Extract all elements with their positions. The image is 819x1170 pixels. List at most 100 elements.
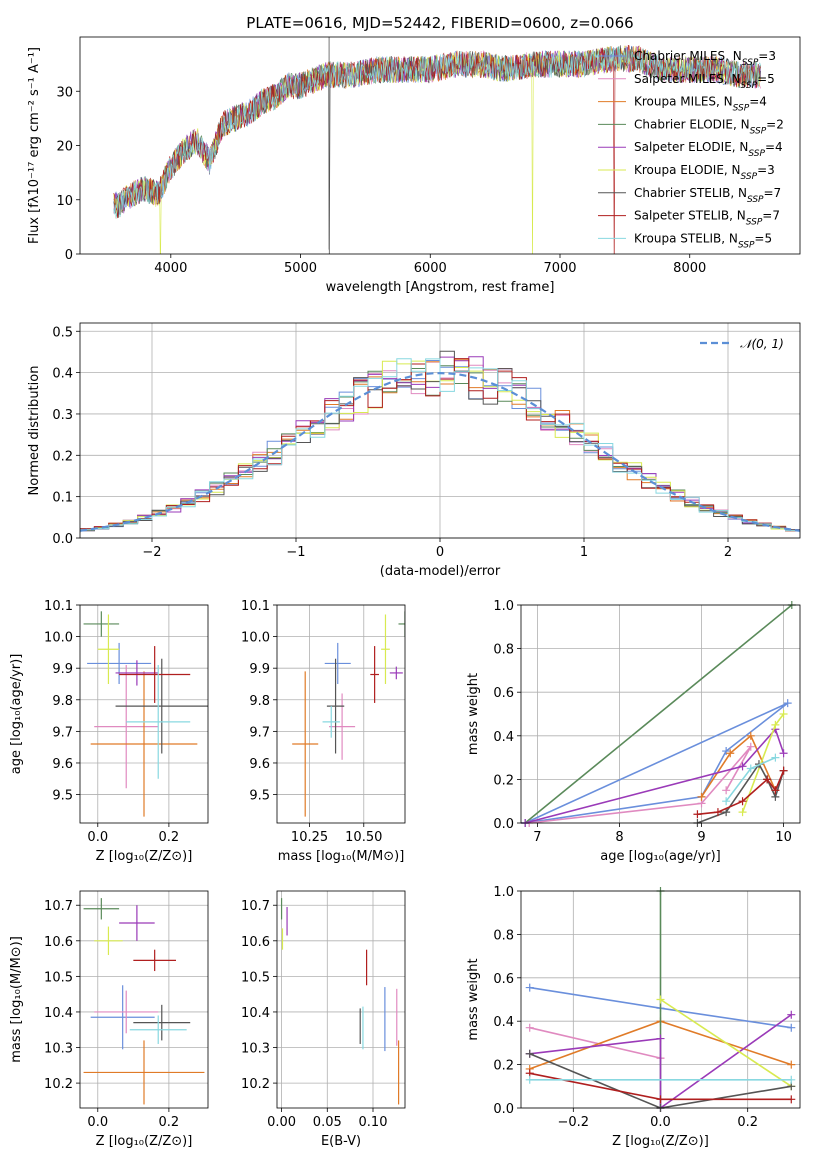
weight-marker	[787, 1095, 796, 1104]
y-axis-label: age [log₁₀(age/yr)]	[9, 654, 24, 775]
legend-entry: Chabrier STELIB, NSSP=7	[634, 186, 781, 205]
x-tick-label: −1	[286, 545, 305, 560]
x-tick-label: 8	[615, 830, 623, 845]
histogram-series	[80, 358, 800, 533]
y-tick-label: 10.0	[241, 631, 270, 646]
x-tick-label: 0	[436, 545, 444, 560]
weight-marker	[746, 731, 755, 740]
x-tick-label: 10.25	[291, 830, 328, 845]
weight-marker	[697, 792, 706, 801]
weight-marker	[763, 775, 772, 784]
weight-series	[700, 734, 777, 798]
x-tick-label: 0.0	[650, 1115, 671, 1130]
y-tick-label: 0.2	[493, 1059, 514, 1074]
legend-entry: Kroupa ELODIE, NSSP=3	[634, 163, 775, 182]
weight-series	[529, 1026, 661, 1059]
y-axis-label: mass weight	[466, 958, 481, 1040]
y-tick-label: 10	[56, 194, 73, 209]
weight-marker	[722, 747, 731, 756]
weight-marker	[525, 983, 534, 992]
y-tick-label: 0.2	[493, 773, 514, 788]
x-tick-label: 0.00	[267, 1115, 296, 1130]
legend-entry: Kroupa MILES, NSSP=4	[634, 95, 767, 114]
legend-entry: 𝒩(0, 1)	[740, 337, 784, 351]
legend-entry: Kroupa STELIB, NSSP=5	[634, 231, 772, 250]
x-tick-label: 0.10	[359, 1115, 388, 1130]
y-tick-label: 0.2	[52, 449, 73, 464]
x-tick-label: 0.2	[159, 830, 180, 845]
y-tick-label: 9.6	[52, 757, 73, 772]
weight-marker	[525, 1049, 534, 1058]
chart-title: PLATE=0616, MJD=52442, FIBERID=0600, z=0…	[246, 14, 633, 32]
axes-frame	[79, 890, 209, 1109]
weight-marker	[525, 1023, 534, 1032]
y-tick-label: 0.0	[493, 1102, 514, 1117]
weight-marker	[779, 766, 788, 775]
y-tick-label: 10.7	[44, 899, 73, 914]
y-tick-label: 10.4	[241, 1006, 270, 1021]
y-tick-label: 0.0	[493, 817, 514, 832]
weight-marker	[787, 1023, 796, 1032]
weight-marker	[656, 1095, 665, 1104]
gaussian-curve	[80, 371, 800, 532]
y-tick-label: 0.4	[52, 367, 73, 382]
legend-entry: Salpeter ELODIE, NSSP=4	[634, 140, 783, 159]
weight-marker	[783, 699, 792, 708]
y-tick-label: 0.4	[493, 1015, 514, 1030]
y-tick-label: 20	[56, 140, 73, 155]
y-tick-label: 9.9	[249, 662, 270, 677]
y-tick-label: 10.0	[44, 631, 73, 646]
x-tick-label: 10.50	[345, 830, 382, 845]
y-tick-label: 30	[56, 85, 73, 100]
y-tick-label: 0.1	[52, 491, 73, 506]
x-tick-label: 7	[533, 830, 541, 845]
y-tick-label: 9.7	[249, 725, 270, 740]
x-axis-label: (data-model)/error	[380, 564, 501, 579]
axes-frame	[79, 36, 801, 255]
y-axis-label: mass weight	[466, 673, 481, 755]
y-tick-label: 0.4	[493, 730, 514, 745]
y-tick-label: 0.0	[52, 532, 73, 547]
x-axis-label: E(B-V)	[321, 1134, 361, 1149]
y-tick-label: 9.8	[249, 694, 270, 709]
y-tick-label: 9.8	[52, 694, 73, 709]
x-tick-label: 7000	[543, 261, 576, 276]
axes-frame	[276, 890, 406, 1109]
axes-frame	[520, 890, 801, 1109]
x-tick-label: 0.2	[159, 1115, 180, 1130]
y-tick-label: 9.9	[52, 662, 73, 677]
y-tick-label: 0.5	[52, 325, 73, 340]
weight-marker	[738, 797, 747, 806]
x-tick-label: 0.2	[737, 1115, 758, 1130]
y-tick-label: 10.6	[44, 935, 73, 950]
weight-series	[697, 762, 785, 823]
y-tick-label: 9.6	[249, 757, 270, 772]
weight-marker	[787, 1060, 796, 1069]
x-tick-label: 2	[724, 545, 732, 560]
legend-entry: Chabrier ELODIE, NSSP=2	[634, 117, 784, 136]
weight-marker	[779, 749, 788, 758]
weight-marker	[771, 786, 780, 795]
weight-marker	[722, 797, 731, 806]
y-tick-label: 10.6	[241, 935, 270, 950]
y-tick-label: 0.8	[493, 643, 514, 658]
weight-marker	[787, 1010, 796, 1019]
y-axis-label: Flux [fλ10⁻¹⁷ erg cm⁻² s⁻¹ A⁻¹]	[27, 47, 42, 244]
y-tick-label: 0.8	[493, 928, 514, 943]
weight-marker	[738, 808, 747, 817]
y-tick-label: 10.4	[44, 1006, 73, 1021]
y-tick-label: 9.5	[52, 789, 73, 804]
x-tick-label: 0.05	[313, 1115, 342, 1130]
weight-marker	[722, 808, 731, 817]
weight-series	[524, 605, 793, 823]
weight-marker	[656, 995, 665, 1004]
y-tick-label: 10.2	[241, 1077, 270, 1092]
x-tick-label: 6000	[414, 261, 447, 276]
y-tick-label: 10.5	[241, 970, 270, 985]
y-tick-label: 0.6	[493, 686, 514, 701]
y-tick-label: 9.5	[249, 789, 270, 804]
x-axis-label: Z [log₁₀(Z/Z⊙)]	[612, 1134, 709, 1149]
x-tick-label: 0.0	[87, 1115, 108, 1130]
x-tick-label: 0.0	[87, 830, 108, 845]
spectrum-line	[113, 46, 761, 219]
